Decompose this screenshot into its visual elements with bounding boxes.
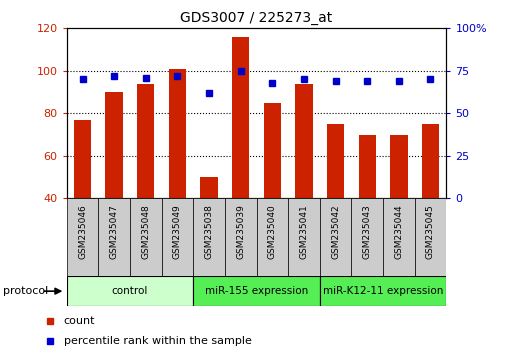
Text: GSM235041: GSM235041 <box>300 205 308 259</box>
Text: GSM235045: GSM235045 <box>426 205 435 259</box>
Bar <box>295 84 312 198</box>
Bar <box>327 124 344 198</box>
FancyBboxPatch shape <box>98 198 130 276</box>
Bar <box>169 69 186 198</box>
Bar <box>137 84 154 198</box>
FancyBboxPatch shape <box>130 198 162 276</box>
Text: GSM235040: GSM235040 <box>268 205 277 259</box>
FancyBboxPatch shape <box>225 198 256 276</box>
FancyBboxPatch shape <box>320 198 351 276</box>
FancyBboxPatch shape <box>256 198 288 276</box>
Bar <box>359 135 376 198</box>
Text: GSM235049: GSM235049 <box>173 205 182 259</box>
FancyBboxPatch shape <box>67 198 98 276</box>
Text: count: count <box>64 316 95 326</box>
Text: miR-155 expression: miR-155 expression <box>205 286 308 296</box>
FancyBboxPatch shape <box>193 198 225 276</box>
FancyBboxPatch shape <box>351 198 383 276</box>
Text: GSM235046: GSM235046 <box>78 205 87 259</box>
Bar <box>232 37 249 198</box>
FancyBboxPatch shape <box>288 198 320 276</box>
Bar <box>106 92 123 198</box>
Text: percentile rank within the sample: percentile rank within the sample <box>64 336 251 346</box>
Text: GSM235048: GSM235048 <box>141 205 150 259</box>
Text: control: control <box>112 286 148 296</box>
Text: protocol: protocol <box>3 286 48 296</box>
Bar <box>74 120 91 198</box>
Text: GSM235044: GSM235044 <box>394 205 403 259</box>
FancyBboxPatch shape <box>320 276 446 306</box>
Text: GSM235047: GSM235047 <box>110 205 119 259</box>
Bar <box>264 103 281 198</box>
Bar <box>390 135 407 198</box>
Bar <box>201 177 218 198</box>
FancyBboxPatch shape <box>67 276 193 306</box>
FancyBboxPatch shape <box>193 276 320 306</box>
Title: GDS3007 / 225273_at: GDS3007 / 225273_at <box>181 11 332 24</box>
Text: GSM235039: GSM235039 <box>236 205 245 259</box>
Text: GSM235043: GSM235043 <box>363 205 372 259</box>
FancyBboxPatch shape <box>415 198 446 276</box>
Bar <box>422 124 439 198</box>
FancyBboxPatch shape <box>162 198 193 276</box>
Text: GSM235038: GSM235038 <box>205 205 213 259</box>
Text: GSM235042: GSM235042 <box>331 205 340 259</box>
Text: miR-K12-11 expression: miR-K12-11 expression <box>323 286 443 296</box>
FancyBboxPatch shape <box>383 198 415 276</box>
